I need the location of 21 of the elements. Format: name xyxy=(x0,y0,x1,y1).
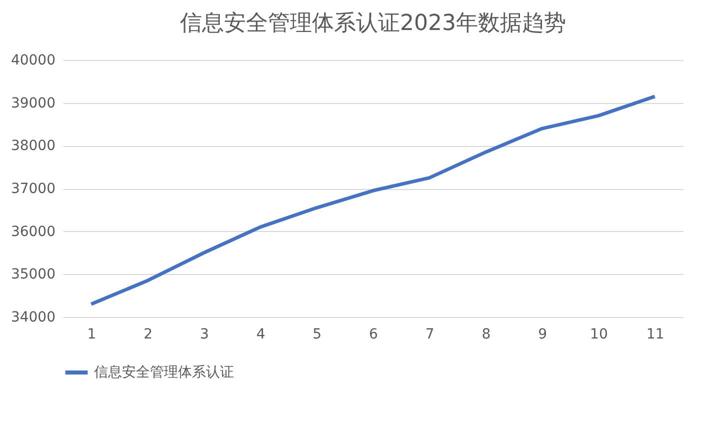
y-tick-label: 40000 xyxy=(10,52,56,68)
y-tick-label: 37000 xyxy=(10,181,56,197)
y-tick-label: 36000 xyxy=(10,224,56,240)
chart-title: 信息安全管理体系认证2023年数据趋势 xyxy=(180,11,566,36)
x-tick-label: 8 xyxy=(482,326,491,342)
x-tick-label: 5 xyxy=(312,326,322,342)
y-tick-label: 39000 xyxy=(10,95,56,112)
x-tick-label: 2 xyxy=(144,326,153,342)
line-series xyxy=(89,94,657,306)
x-tick-label: 10 xyxy=(590,326,608,342)
x-tick-label: 4 xyxy=(256,326,266,342)
y-tick-label: 34000 xyxy=(10,310,56,326)
x-tick-label: 3 xyxy=(200,326,209,342)
x-tick-label: 6 xyxy=(369,326,378,342)
x-tick-label: 11 xyxy=(646,326,664,342)
legend-label: 信息安全管理体系认证 xyxy=(94,364,234,380)
x-tick-label: 7 xyxy=(425,326,434,342)
y-tick-label: 35000 xyxy=(10,266,56,283)
x-tick-label: 1 xyxy=(87,326,96,342)
x-tick-label: 9 xyxy=(538,326,548,342)
y-tick-label: 38000 xyxy=(10,138,56,154)
